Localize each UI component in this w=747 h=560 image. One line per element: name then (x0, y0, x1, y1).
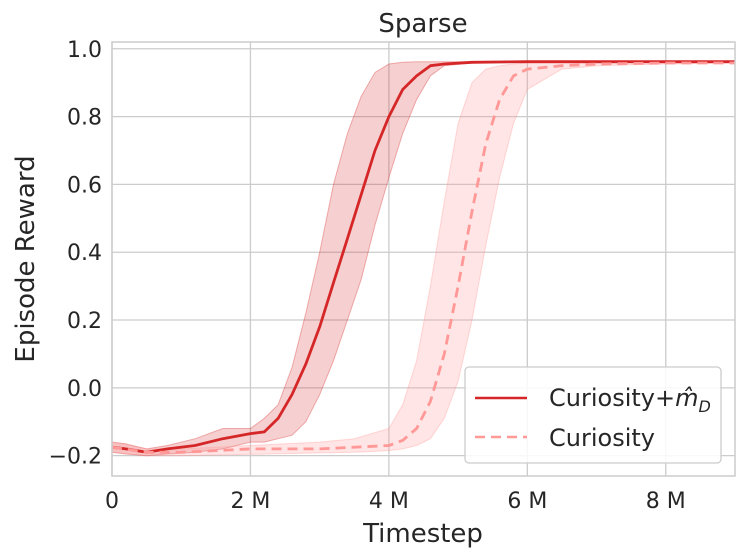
x-tick-label: 2 M (230, 489, 270, 514)
x-tick-label: 6 M (507, 489, 547, 514)
series-lines (111, 60, 735, 454)
y-tick-label: 1.0 (67, 38, 102, 63)
line-series-1 (111, 61, 735, 454)
y-tick-label: 0.4 (67, 241, 102, 266)
legend-box (464, 366, 722, 464)
y-tick-label: 0.0 (67, 377, 102, 402)
y-axis-label: Episode Reward (11, 155, 41, 362)
legend-label-curiosity: Curiosity (549, 424, 655, 452)
x-tick-label: 0 (105, 489, 119, 514)
x-tick-label: 4 M (369, 489, 409, 514)
y-tick-label: −0.2 (49, 445, 102, 470)
line-series-0 (111, 60, 735, 454)
x-axis-label: Timestep (362, 519, 483, 549)
tick-labels: −0.2 0.0 0.2 0.4 0.6 0.8 1.0 0 2 M 4 M 6 M 8 M (49, 38, 686, 514)
x-tick-label: 8 M (646, 489, 686, 514)
y-tick-label: 0.6 (67, 173, 102, 198)
legend-label-curiosity-md: Curiosity+m̂D (549, 384, 711, 416)
y-tick-label: 0.2 (67, 309, 102, 334)
y-tick-label: 0.8 (67, 106, 102, 131)
chart-title: Sparse (378, 9, 467, 39)
grid-layer (111, 42, 735, 476)
legend: Curiosity+m̂D Curiosity (464, 366, 722, 464)
plot-frame (111, 41, 736, 477)
